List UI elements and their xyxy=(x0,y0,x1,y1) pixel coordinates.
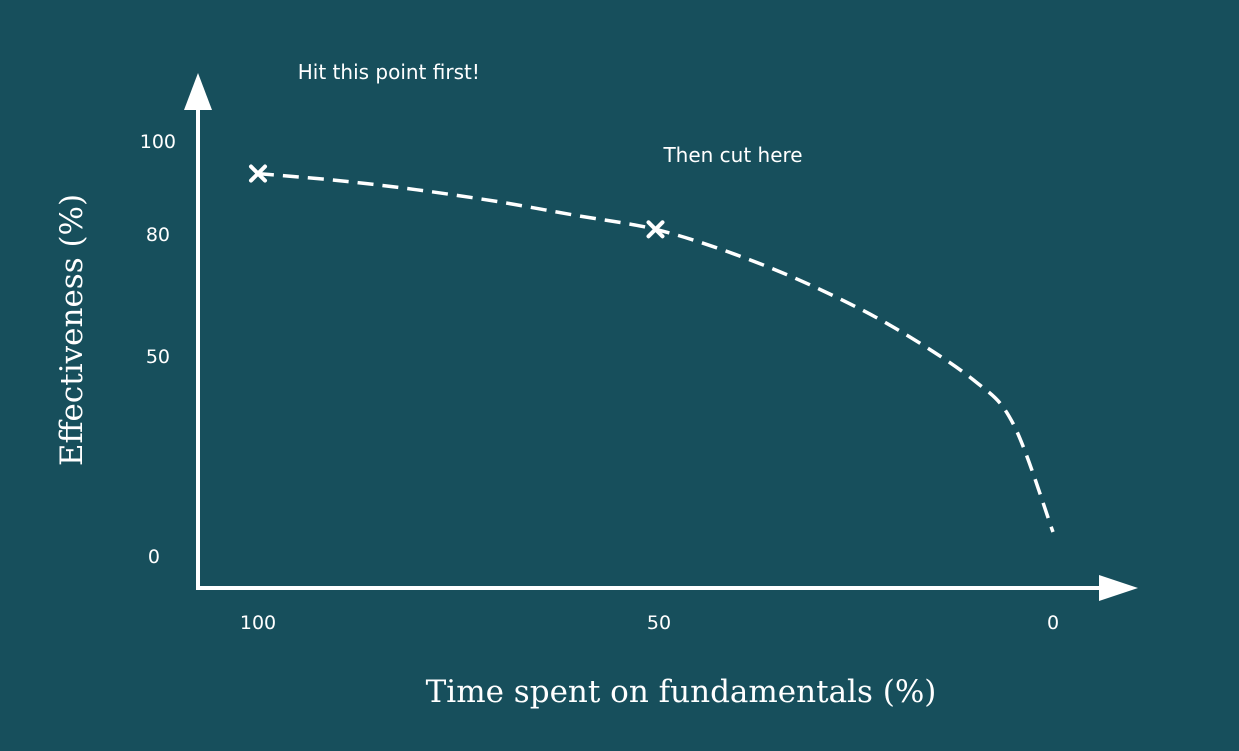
axes xyxy=(184,73,1138,601)
x-axis-arrow-icon xyxy=(1099,575,1138,601)
y-axis-title: Effectiveness (%) xyxy=(54,194,90,466)
y-axis-arrow-icon xyxy=(184,73,212,110)
annotation-label: Hit this point first! xyxy=(298,60,480,84)
y-tick-label: 0 xyxy=(148,546,160,568)
y-tick-label: 80 xyxy=(146,224,170,246)
plot-area: Hit this point first! Then cut here xyxy=(249,60,1055,533)
y-tick-label: 50 xyxy=(146,346,170,368)
x-marker xyxy=(249,164,267,183)
x-tick-label: 100 xyxy=(240,612,276,634)
x-tick-label: 50 xyxy=(647,612,671,634)
x-marker-stroke xyxy=(249,164,267,183)
effectiveness-curve xyxy=(257,171,1055,533)
x-axis-title: Time spent on fundamentals (%) xyxy=(426,674,937,710)
x-tick-label: 0 xyxy=(1047,612,1059,634)
y-tick-label: 100 xyxy=(140,131,176,153)
annotation-label: Then cut here xyxy=(662,143,802,167)
x-marker-stroke xyxy=(646,220,665,239)
x-tick-labels: 100 50 0 xyxy=(240,612,1059,634)
x-marker xyxy=(646,220,665,239)
y-tick-labels: 100 80 50 0 xyxy=(140,131,176,568)
